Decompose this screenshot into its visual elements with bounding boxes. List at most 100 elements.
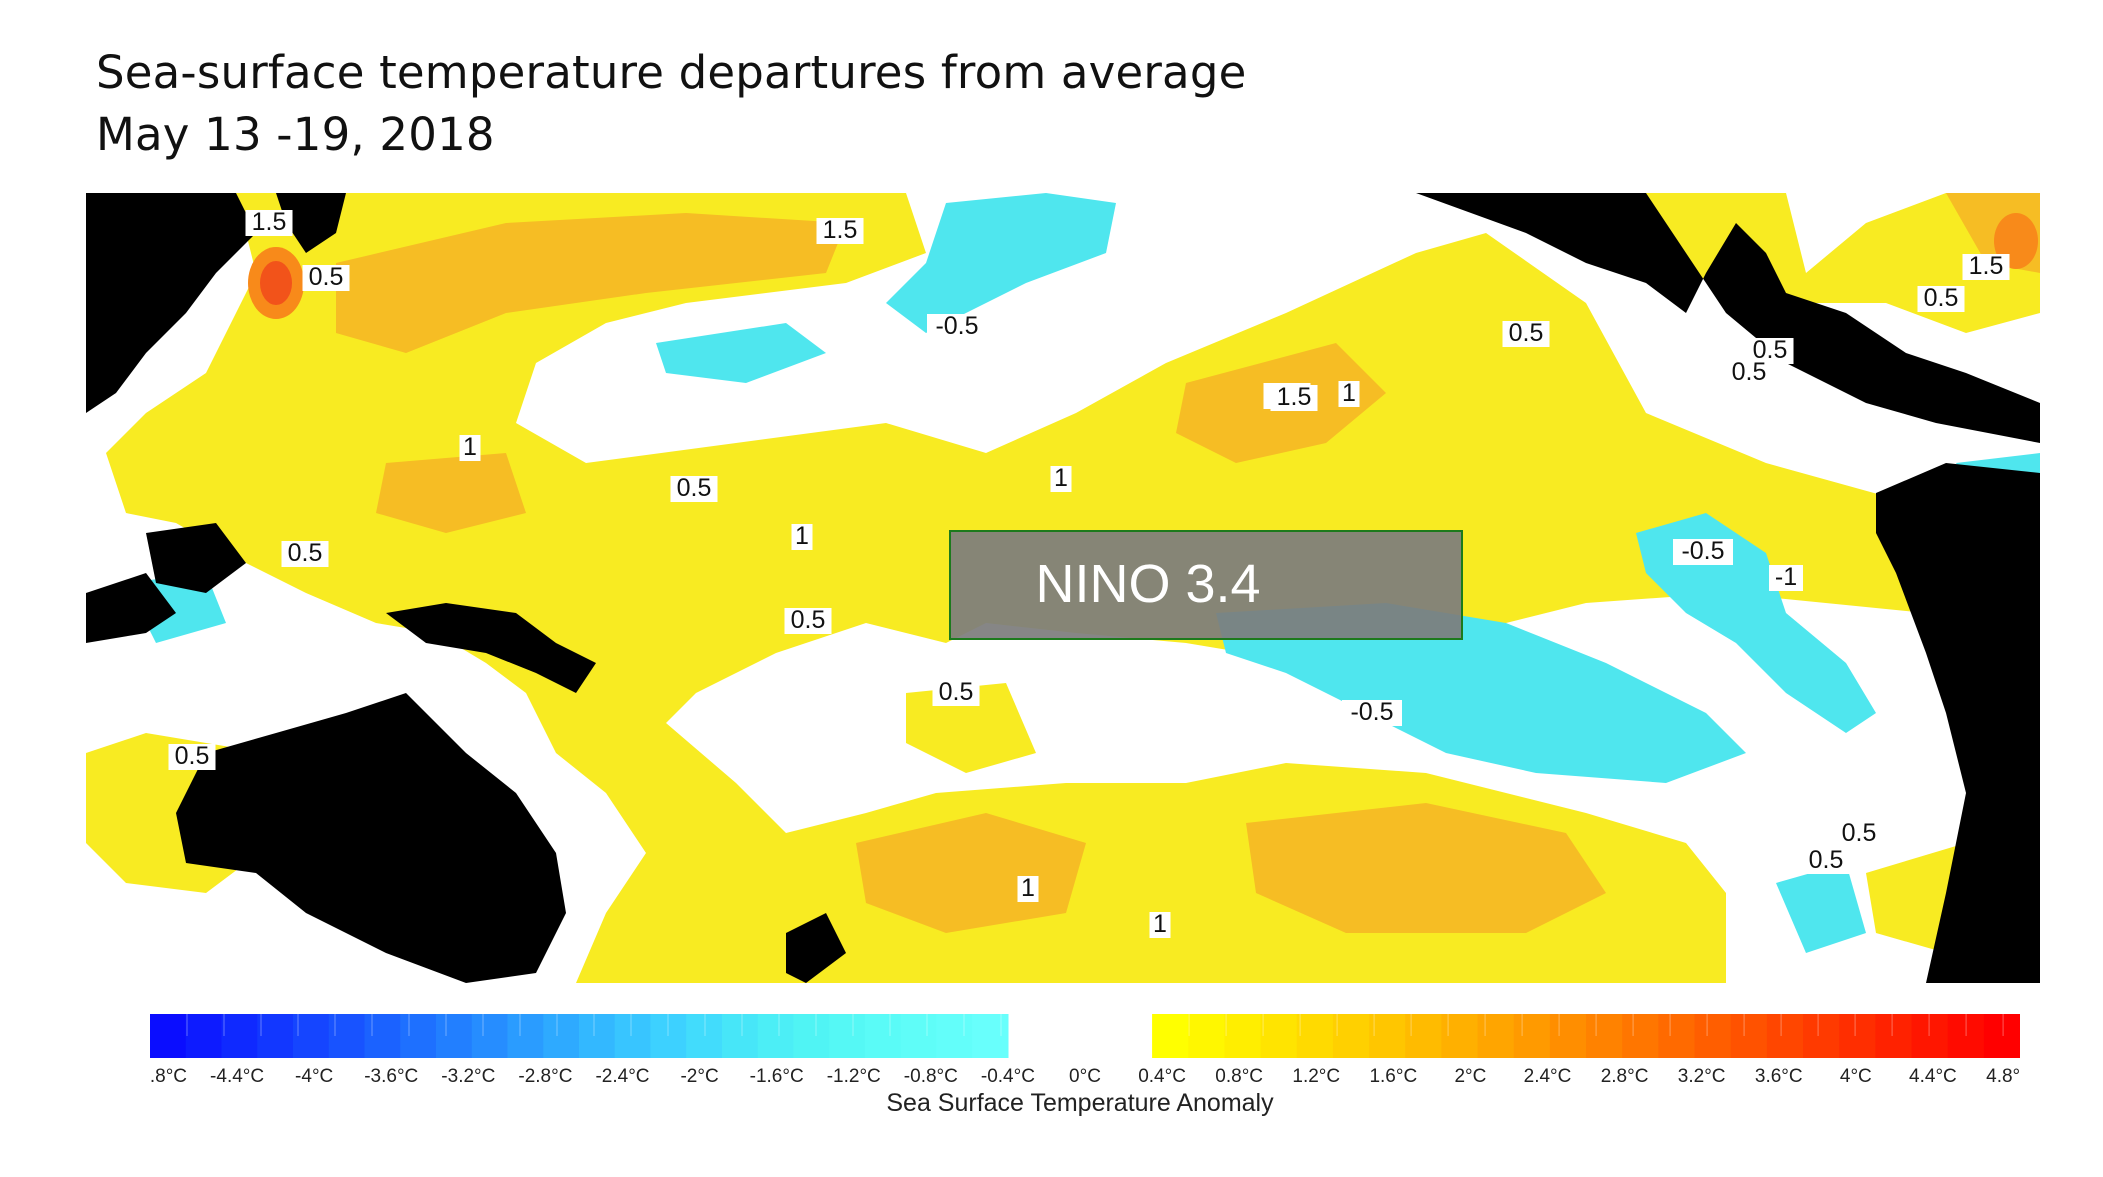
colorbar-swatch (400, 1014, 437, 1058)
japan-landmass (276, 193, 346, 253)
colorbar-tick-label: -0.4°C (981, 1066, 1035, 1087)
contour-label: 0.5 (175, 742, 210, 770)
new-zealand-landmass (786, 913, 846, 983)
colorbar-swatch (614, 1014, 652, 1058)
contour-labels: 1.50.51.5-0.50.51.50.51.50.511.5110.510.… (168, 208, 2010, 938)
colorbar-tick-label: -4°C (295, 1066, 333, 1087)
colorbar-swatch (221, 1014, 258, 1058)
land-layer (86, 193, 2040, 983)
contour-label-bg (1725, 360, 1773, 386)
cool-region-south-east (1776, 863, 1866, 953)
contour-label: 1 (795, 522, 809, 550)
cool-region-north (886, 193, 1116, 333)
new-guinea-landmass (386, 603, 596, 693)
contour-label-bg (245, 210, 293, 236)
colorbar-tick-label: 4°C (1840, 1066, 1872, 1087)
contour-label-bg (281, 541, 329, 567)
colorbar-swatch (1983, 1014, 2020, 1058)
contour-label: -1 (1775, 563, 1797, 591)
colorbar-swatch (1803, 1014, 1840, 1058)
colorbar-swatch (1730, 1014, 1768, 1058)
contour-label-bg (1149, 912, 1171, 938)
colorbar-swatch (1513, 1014, 1551, 1058)
colorbar-swatch (507, 1014, 544, 1058)
colorbar-swatch (1911, 1014, 1949, 1058)
contour-label-bg (1835, 821, 1883, 847)
contour-label-bg (1017, 876, 1039, 902)
colorbar-swatch (972, 1014, 1009, 1058)
contour-label: 1.5 (252, 208, 287, 236)
colorbar-swatch (757, 1014, 795, 1058)
sumatra-landmass (86, 573, 176, 643)
contour-label: -0.5 (1681, 537, 1724, 565)
contour-label: 0.5 (939, 678, 974, 706)
colorbar-tick-label: 0.4°C (1138, 1066, 1186, 1087)
colorbar-swatch (686, 1014, 723, 1058)
colorbar-swatch (1441, 1014, 1479, 1058)
colorbar-swatch (1332, 1014, 1370, 1058)
sst-anomaly-map: NINO 3.4 1.50.51.5-0.50.51.50.51.50.511.… (86, 193, 2040, 983)
colorbar-tick-label: -2°C (680, 1066, 718, 1087)
cool-region-east-equatorial (1216, 603, 1746, 783)
colorbar-swatch (471, 1014, 509, 1058)
contour-label-bg (1746, 338, 1794, 364)
colorbar-tick-label: 3.2°C (1678, 1066, 1726, 1087)
contour-label-bg (932, 680, 980, 706)
contour-label-bg (1673, 539, 1733, 565)
contour-label: 0.5 (791, 606, 826, 634)
contour-label-bg (791, 524, 813, 550)
colorbar-tick-label: 0.8°C (1215, 1066, 1263, 1087)
colorbar-tick-label: -3.6°C (364, 1066, 418, 1087)
colorbar-swatch (936, 1014, 973, 1058)
contour-label-bg (1270, 385, 1318, 411)
colorbar-swatch (721, 1014, 759, 1058)
colorbar-swatch (328, 1014, 366, 1058)
colorbar-tick-label: 0°C (1069, 1066, 1101, 1087)
colorbar-swatch (1622, 1014, 1659, 1058)
colorbar-tick-label: -2.8°C (518, 1066, 572, 1087)
colorbar-swatch (1947, 1014, 1985, 1058)
colorbar-tick-label: -2.4°C (595, 1066, 649, 1087)
colorbar-swatch (1658, 1014, 1696, 1058)
colorbar-swatch (1405, 1014, 1442, 1058)
contour-label: 0.5 (1753, 336, 1788, 364)
contour-label-bg (1342, 700, 1402, 726)
hot-spot (248, 213, 2038, 319)
colorbar-swatch (650, 1014, 687, 1058)
colorbar-tick-label: -0.8°C (904, 1066, 958, 1087)
contour-label: 0.5 (309, 263, 344, 291)
colorbar-swatch (1152, 1014, 1189, 1058)
colorbar-swatch (1369, 1014, 1406, 1058)
colorbar-tick-label: 3.6°C (1755, 1066, 1803, 1087)
colorbar-tick-label: -1.2°C (827, 1066, 881, 1087)
contour-label-bg (1962, 254, 2010, 280)
contour-label-bg (670, 476, 718, 502)
colorbar-swatch (1875, 1014, 1913, 1058)
contour-label-bg (1338, 381, 1360, 407)
colorbar-tick-label: 1.6°C (1369, 1066, 1417, 1087)
contour-label-bg (1917, 286, 1965, 312)
colorbar-swatch (900, 1014, 938, 1058)
colorbar-swatch (257, 1014, 294, 1058)
contour-label: 1 (1054, 464, 1068, 492)
borneo-landmass (146, 523, 246, 593)
contour-label-bg (459, 435, 481, 461)
colorbar-swatch (829, 1014, 866, 1058)
nino34-box: NINO 3.4 (949, 530, 1463, 640)
colorbar-tick-label: -4.4°C (210, 1066, 264, 1087)
contour-label-bg (927, 314, 987, 340)
color-scale-bar: -4.8°C -4.4°C -4°C -3.6°C -3.2°C -2.8°C -2.4°C… (150, 1014, 2020, 1117)
asia-landmass (86, 193, 256, 413)
colorbar-tick-label: 2.8°C (1601, 1066, 1649, 1087)
cool-region-peru (1636, 513, 1876, 733)
contour-label: 1.5 (1277, 383, 1312, 411)
nino34-label: NINO 3.4 (1035, 554, 1260, 614)
contour-label-bg (168, 744, 216, 770)
colorbar-swatch (864, 1014, 902, 1058)
contour-label-bg (816, 218, 864, 244)
australia-landmass (176, 693, 566, 983)
colorbar-swatch (543, 1014, 580, 1058)
colorbar-tick-label: 4.8°C (1986, 1066, 2020, 1087)
north-america-landmass (1416, 193, 2040, 443)
contour-label-bg (1769, 565, 1803, 591)
